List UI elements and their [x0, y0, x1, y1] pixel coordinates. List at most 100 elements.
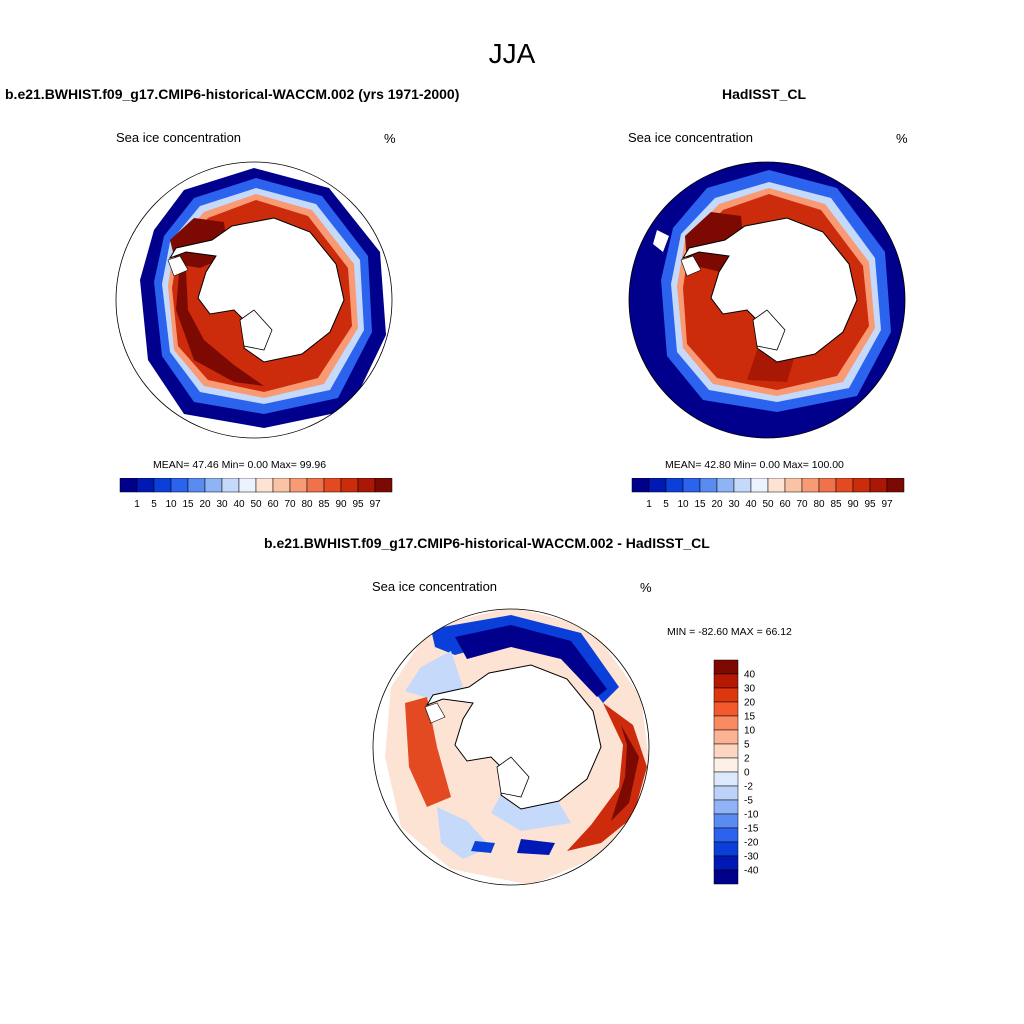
panel1-colorbar-box-3 — [170, 478, 189, 493]
panel3-colorbar-label-4: 10 — [744, 726, 756, 737]
panel3-units: % — [640, 580, 652, 595]
panel3-colorbar-label-10: -10 — [744, 810, 759, 821]
panel2-colorbar-box-6 — [733, 478, 752, 493]
panel1-colorbar-box-5 — [204, 478, 223, 493]
panel2-colorbar-box-11 — [818, 478, 837, 493]
panel1-colorbar-label-6: 40 — [233, 499, 245, 510]
panel3-colorbar-label-1: 30 — [744, 684, 756, 695]
antarctica-landmass — [653, 217, 858, 363]
panel3-colorbar-label-8: -2 — [744, 782, 753, 793]
panel3-colorbar-box-13 — [713, 841, 739, 857]
panel3-colorbar-box-14 — [713, 855, 739, 871]
panel1-field-label: Sea ice concentration — [116, 130, 242, 145]
panel3-colorbar-box-15 — [713, 869, 739, 885]
panel3-colorbar-box-1 — [713, 673, 739, 689]
panel1-map — [115, 161, 393, 439]
panel2-units: % — [896, 131, 908, 146]
panel2-colorbar-label-5: 30 — [728, 499, 740, 510]
panel1-colorbar-box-1 — [136, 478, 155, 493]
panel2-colorbar-label-6: 40 — [745, 499, 757, 510]
panel2-colorbar-box-14 — [869, 478, 888, 493]
panel2-colorbar-box-4 — [699, 478, 718, 493]
panel3-field-label: Sea ice concentration — [372, 579, 498, 594]
panel1-colorbar-box-2 — [153, 478, 172, 493]
panel3-map — [372, 608, 650, 886]
panel3-colorbar-box-5 — [713, 729, 739, 745]
panel1-colorbar-label-3: 15 — [182, 499, 194, 510]
antarctica-landmass — [167, 217, 345, 363]
panel2-colorbar: 1 5 10 15 20 30 40 50 60 70 80 85 90 95 97 — [631, 478, 905, 510]
panel3-colorbar-label-13: -30 — [744, 852, 759, 863]
panel3-colorbar-box-4 — [713, 715, 739, 731]
panel1-colorbar-label-14: 97 — [369, 499, 381, 510]
panel1-colorbar-label-7: 50 — [250, 499, 262, 510]
panel2-colorbar-label-9: 70 — [796, 499, 808, 510]
panel2-colorbar-box-9 — [784, 478, 803, 493]
panel1-units: % — [384, 131, 396, 146]
panel3-colorbar-box-7 — [713, 757, 739, 773]
panel3-colorbar-label-0: 40 — [744, 670, 756, 681]
panel3-colorbar-label-7: 0 — [744, 768, 750, 779]
panel3-colorbar-label-2: 20 — [744, 698, 756, 709]
panel1-colorbar-box-0 — [119, 478, 138, 493]
panel1-colorbar-label-5: 30 — [216, 499, 228, 510]
panel1-colorbar-box-6 — [221, 478, 240, 493]
panel2-map — [628, 161, 906, 439]
panel2-colorbar-box-10 — [801, 478, 820, 493]
panel1-colorbar-box-15 — [374, 478, 393, 493]
panel2-colorbar-box-2 — [665, 478, 684, 493]
panel2-colorbar-box-15 — [886, 478, 905, 493]
panel1-colorbar-label-11: 85 — [318, 499, 330, 510]
panel1-colorbar-label-1: 5 — [151, 499, 157, 510]
page-title: JJA — [488, 38, 536, 69]
panel1-colorbar-box-13 — [340, 478, 359, 493]
panel3-colorbar-box-2 — [713, 687, 739, 703]
panel3-colorbar-box-11 — [713, 813, 739, 829]
panel3-colorbar-box-8 — [713, 771, 739, 787]
panel3-colorbar-label-3: 15 — [744, 712, 756, 723]
panel3-colorbar-label-14: -40 — [744, 866, 759, 877]
panel2-colorbar-label-11: 85 — [830, 499, 842, 510]
panel2-colorbar-box-1 — [648, 478, 667, 493]
panel2-colorbar-label-0: 1 — [646, 499, 652, 510]
panel2-stats: MEAN= 42.80 Min= 0.00 Max= 100.00 — [665, 459, 844, 471]
panel3-colorbar-label-5: 5 — [744, 740, 750, 751]
panel2-colorbar-box-0 — [631, 478, 650, 493]
panel3-colorbar-box-0 — [713, 659, 739, 675]
panel1-colorbar-box-8 — [255, 478, 274, 493]
panel1-colorbar-label-12: 90 — [335, 499, 347, 510]
panel2-title: HadISST_CL — [722, 86, 807, 102]
panel1-colorbar-box-9 — [272, 478, 291, 493]
panel2-colorbar-label-12: 90 — [847, 499, 859, 510]
panel1-colorbar-label-2: 10 — [165, 499, 177, 510]
panel3-colorbar-label-11: -15 — [744, 824, 759, 835]
panel1-colorbar-label-13: 95 — [352, 499, 364, 510]
panel3-colorbar-box-10 — [713, 799, 739, 815]
panel1-colorbar-box-14 — [357, 478, 376, 493]
panel2-colorbar-box-3 — [682, 478, 701, 493]
panel2-colorbar-label-8: 60 — [779, 499, 791, 510]
panel2-field-label: Sea ice concentration — [628, 130, 754, 145]
panel1-colorbar-label-8: 60 — [267, 499, 279, 510]
panel3-colorbar-box-12 — [713, 827, 739, 843]
panel3-colorbar-box-3 — [713, 701, 739, 717]
panel1-title: b.e21.BWHIST.f09_g17.CMIP6-historical-WA… — [5, 86, 460, 102]
panel2-colorbar-label-4: 20 — [711, 499, 723, 510]
panel2-colorbar-label-14: 97 — [881, 499, 893, 510]
panel3-title: b.e21.BWHIST.f09_g17.CMIP6-historical-WA… — [264, 535, 710, 551]
panel3-colorbar-label-12: -20 — [744, 838, 759, 849]
panel1-colorbar-label-4: 20 — [199, 499, 211, 510]
panel1-colorbar-box-10 — [289, 478, 308, 493]
panel2-colorbar-label-2: 10 — [677, 499, 689, 510]
panel1-colorbar: 1 5 10 15 20 30 40 50 60 70 80 85 90 95 97 — [119, 478, 393, 510]
panel1-colorbar-box-7 — [238, 478, 257, 493]
panel2-colorbar-box-7 — [750, 478, 769, 493]
panel2-colorbar-box-5 — [716, 478, 735, 493]
panel1-colorbar-box-11 — [306, 478, 325, 493]
panel2-colorbar-box-13 — [852, 478, 871, 493]
panel2-colorbar-label-3: 15 — [694, 499, 706, 510]
panel1-colorbar-label-9: 70 — [284, 499, 296, 510]
panel2-colorbar-label-1: 5 — [663, 499, 669, 510]
panel2-colorbar-label-13: 95 — [864, 499, 876, 510]
